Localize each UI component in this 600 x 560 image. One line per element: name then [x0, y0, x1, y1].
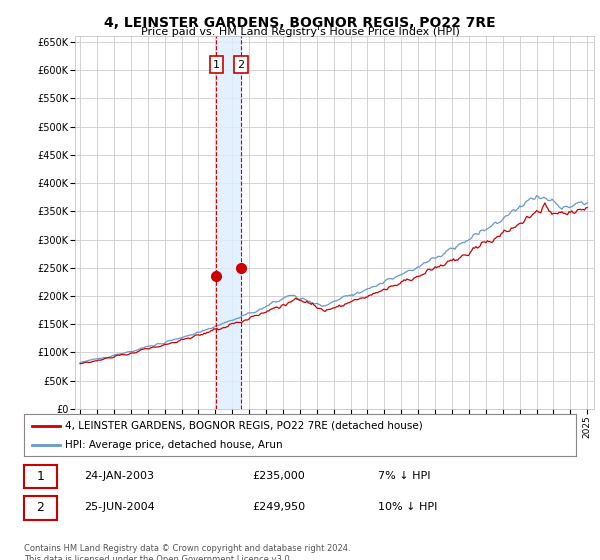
Text: HPI: Average price, detached house, Arun: HPI: Average price, detached house, Arun	[65, 440, 283, 450]
Text: 4, LEINSTER GARDENS, BOGNOR REGIS, PO22 7RE: 4, LEINSTER GARDENS, BOGNOR REGIS, PO22 …	[104, 16, 496, 30]
Text: 2: 2	[37, 501, 44, 515]
Text: 4, LEINSTER GARDENS, BOGNOR REGIS, PO22 7RE (detached house): 4, LEINSTER GARDENS, BOGNOR REGIS, PO22 …	[65, 421, 423, 431]
Bar	[217, 36, 241, 409]
Text: 7% ↓ HPI: 7% ↓ HPI	[378, 471, 431, 481]
Text: Contains HM Land Registry data © Crown copyright and database right 2024.
This d: Contains HM Land Registry data © Crown c…	[24, 544, 350, 560]
Text: 2: 2	[237, 59, 244, 69]
Text: £235,000: £235,000	[252, 471, 305, 481]
Text: £249,950: £249,950	[252, 502, 305, 512]
Text: 25-JUN-2004: 25-JUN-2004	[84, 502, 155, 512]
Text: 1: 1	[213, 59, 220, 69]
Text: 24-JAN-2003: 24-JAN-2003	[84, 471, 154, 481]
Text: 10% ↓ HPI: 10% ↓ HPI	[378, 502, 437, 512]
Text: 1: 1	[37, 470, 44, 483]
Text: Price paid vs. HM Land Registry's House Price Index (HPI): Price paid vs. HM Land Registry's House …	[140, 27, 460, 37]
